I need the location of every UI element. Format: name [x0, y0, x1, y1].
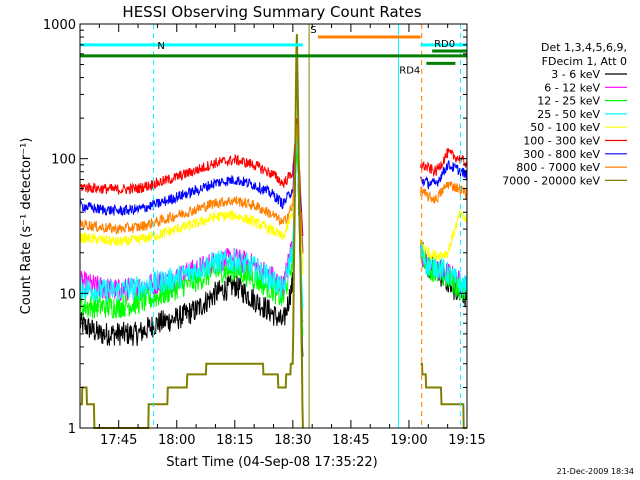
legend-label-50-100-kev: 50 - 100 keV: [530, 121, 600, 134]
flag-label-s: S: [310, 25, 316, 36]
x-tick-label-19-00: 19:00: [390, 433, 427, 448]
y-tick-label-1: 1: [68, 422, 76, 437]
x-tick-label-17-45: 17:45: [100, 433, 137, 448]
series-line-800-7000-kev-part-1: [79, 124, 304, 255]
series-line-3-6-kev-part-1: [79, 136, 304, 357]
legend-label-300-800-kev: 300 - 800 keV: [523, 148, 600, 161]
x-tick-label-18-45: 18:45: [332, 433, 369, 448]
x-axis-label: Start Time (04-Sep-08 17:35:22): [166, 455, 377, 470]
series-line-50-100-kev-part-2: [420, 210, 468, 262]
x-axis: 17:45 18:00 18:15 18:30 18:45 19:00 19:15: [79, 24, 486, 448]
series-25-50-kev: [79, 126, 468, 308]
series-line-800-7000-kev-part-2: [420, 181, 468, 204]
legend-label-6-12-kev: 6 - 12 keV: [544, 81, 600, 94]
legend-header-line-1: Det 1,3,4,5,6,9,: [541, 41, 627, 54]
y-axis: 1 10 100 1000: [43, 18, 467, 437]
series-800-7000-kev: [79, 124, 468, 255]
series-line-7000-20000-kev-part-2: [420, 362, 467, 429]
series-line-300-800-kev-part-1: [79, 125, 304, 252]
series-line-100-300-kev-part-1: [79, 118, 304, 237]
data-layer: [79, 34, 468, 429]
legend-label-3-6-kev: 3 - 6 keV: [551, 68, 600, 81]
series-line-300-800-kev-part-2: [420, 160, 468, 190]
legend-label-800-7000-kev: 800 - 7000 keV: [516, 161, 600, 174]
y-tick-label-1000: 1000: [43, 18, 76, 33]
series-line-50-100-kev-part-1: [79, 126, 304, 275]
series-line-25-50-kev-part-2: [420, 242, 468, 300]
legend-header-line-2: FDecim 1, Att 0: [542, 55, 627, 68]
legend: Det 1,3,4,5,6,9, FDecim 1, Att 0 3 - 6 k…: [502, 41, 627, 187]
flag-label-rd4: RD4: [399, 65, 420, 76]
x-tick-label-18-30: 18:30: [274, 433, 311, 448]
series-50-100-kev: [79, 126, 468, 275]
x-tick-label-19-15: 19:15: [448, 433, 485, 448]
y-tick-label-100: 100: [51, 153, 76, 168]
chart-title: HESSI Observing Summary Count Rates: [122, 3, 421, 21]
x-tick-label-18-15: 18:15: [216, 433, 253, 448]
x-tick-label-18-00: 18:00: [158, 433, 195, 448]
flag-label-rd0: RD0: [434, 39, 455, 50]
y-axis-label: Count Rate (s⁻¹ detector⁻¹): [19, 138, 34, 315]
legend-label-25-50-kev: 25 - 50 keV: [537, 108, 600, 121]
legend-label-100-300-kev: 100 - 300 keV: [523, 135, 600, 148]
series-line-25-50-kev-part-1: [79, 126, 304, 308]
series-300-800-kev: [79, 125, 468, 252]
flag-layer: N S RD0 RD4: [80, 25, 467, 76]
footer-timestamp: 21-Dec-2009 18:34: [557, 467, 634, 476]
legend-label-12-25-kev: 12 - 25 keV: [537, 95, 600, 108]
legend-label-7000-20000-kev: 7000 - 20000 keV: [502, 174, 600, 187]
y-tick-label-10: 10: [59, 287, 76, 302]
flag-label-n: N: [157, 41, 164, 52]
